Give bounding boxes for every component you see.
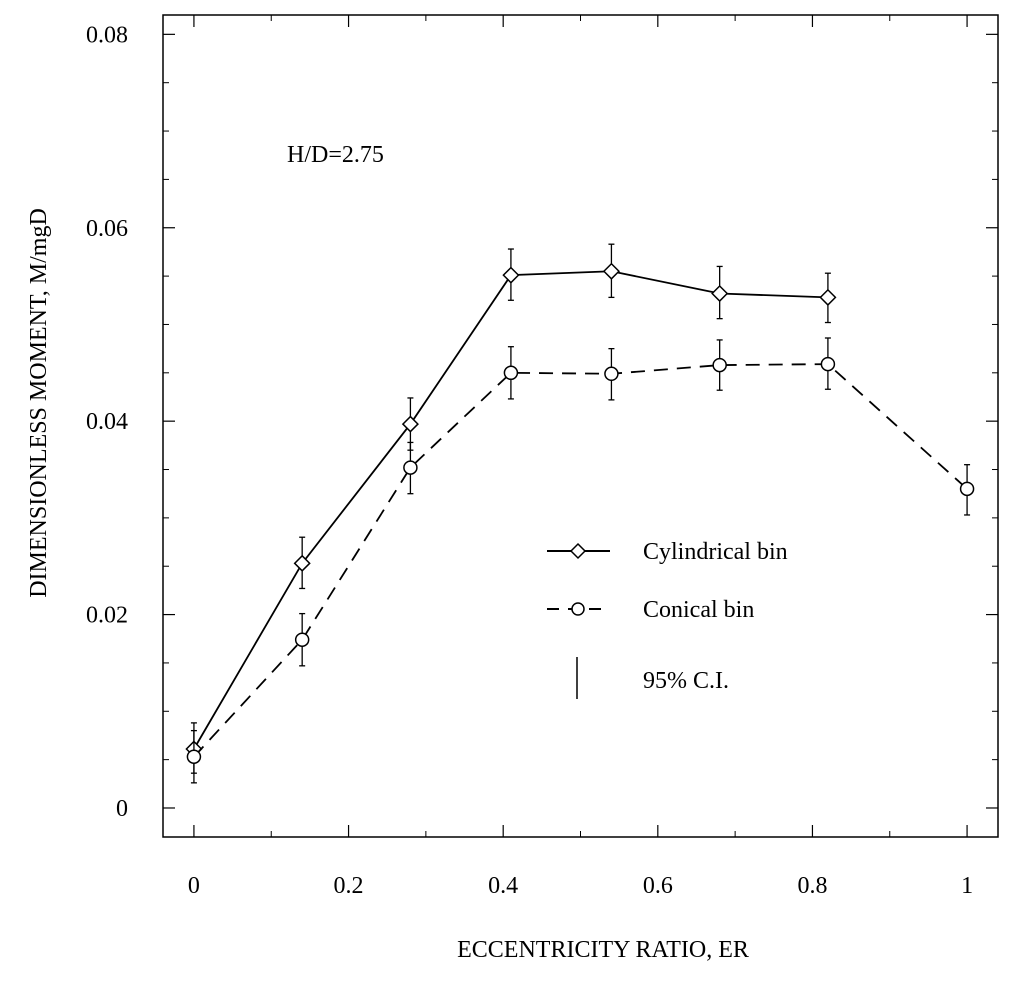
data-point-cylindrical: [711, 284, 729, 303]
data-point-conical: [712, 357, 727, 373]
legend-label-ci: 95% C.I.: [643, 668, 729, 694]
x-axis-label: ECCENTRICITY RATIO, ER: [457, 937, 749, 963]
x-tick-label: 0.4: [488, 873, 518, 899]
data-point-cylindrical: [502, 266, 520, 284]
series-line-conical: [193, 363, 968, 758]
data-point-conical: [403, 460, 418, 475]
data-point-conical: [186, 749, 202, 764]
legend-marker-circle: [571, 602, 585, 616]
data-point-conical: [959, 481, 975, 497]
x-tick-label: 0.6: [643, 873, 673, 899]
data-point-cylindrical: [602, 262, 620, 280]
data-point-cylindrical: [819, 288, 837, 306]
x-tick-labels: 0 0.2 0.4 0.6 0.8 1: [188, 873, 973, 899]
tick-marks: [163, 15, 998, 837]
y-axis-label: DIMENSIONLESS MOMENT, M/mgD: [26, 208, 52, 598]
legend-label-cylindrical: Cylindrical bin: [643, 539, 788, 565]
data-point-cylindrical: [293, 554, 311, 572]
x-tick-label: 0.8: [797, 873, 827, 899]
data-point-conical: [820, 356, 836, 372]
legend: Cylindrical bin Conical bin 95% C.I.: [547, 539, 788, 699]
plot-frame: [162, 14, 999, 838]
annotation-hd-ratio: H/D=2.75: [287, 142, 384, 168]
x-tick-label: 0.2: [334, 873, 364, 899]
y-tick-label: 0.06: [86, 216, 128, 242]
data-point-conical: [604, 366, 619, 382]
legend-label-conical: Conical bin: [643, 597, 754, 623]
y-tick-label: 0.02: [86, 603, 128, 629]
legend-marker-diamond: [569, 542, 587, 560]
series-layer: [185, 243, 975, 784]
y-tick-label: 0.04: [86, 409, 128, 435]
x-tick-label: 0: [188, 873, 200, 899]
y-tick-label: 0: [116, 796, 128, 822]
series-line-cylindrical: [193, 270, 828, 750]
data-point-cylindrical: [401, 415, 419, 433]
data-point-conical: [503, 365, 519, 381]
x-tick-label: 1: [961, 873, 973, 899]
data-point-conical: [294, 632, 310, 647]
y-tick-labels: 0 0.02 0.04 0.06 0.08: [86, 22, 128, 822]
y-tick-label: 0.08: [86, 22, 128, 48]
